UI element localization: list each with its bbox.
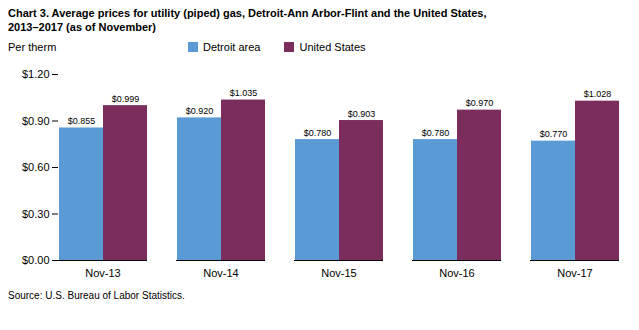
html-text:United States: United States <box>299 41 366 53</box>
html-text:2013–2017 (as of November): 2013–2017 (as of November) <box>8 21 156 33</box>
html-text:Source: U.S. Bureau of Labor S: Source: U.S. Bureau of Labor Statistics. <box>8 290 185 301</box>
html-text:Per therm: Per therm <box>8 41 57 53</box>
svg-text:$0.780: $0.780 <box>422 128 450 138</box>
svg-text:Nov-13: Nov-13 <box>85 267 120 279</box>
svg-text:$0.855: $0.855 <box>68 116 96 126</box>
svg-text:$0.90: $0.90 <box>22 115 50 127</box>
svg-text:$0.770: $0.770 <box>540 129 568 139</box>
html-text:Detroit area: Detroit area <box>203 41 261 53</box>
svg-text:$0.999: $0.999 <box>112 94 140 104</box>
svg-text:Nov-16: Nov-16 <box>439 267 474 279</box>
svg-text:$0.970: $0.970 <box>466 98 494 108</box>
svg-text:Nov-17: Nov-17 <box>557 267 592 279</box>
svg-text:$0.780: $0.780 <box>304 128 332 138</box>
svg-text:$1.035: $1.035 <box>230 88 258 98</box>
svg-text:$0.00: $0.00 <box>22 254 50 266</box>
svg-text:$1.20: $1.20 <box>22 68 50 80</box>
html-text:Chart 3. Average prices for ut: Chart 3. Average prices for utility (pip… <box>8 7 487 19</box>
svg-text:Nov-15: Nov-15 <box>321 267 356 279</box>
svg-text:$0.60: $0.60 <box>22 161 50 173</box>
svg-text:$0.30: $0.30 <box>22 208 50 220</box>
svg-text:$0.920: $0.920 <box>186 106 214 116</box>
svg-text:$1.028: $1.028 <box>584 89 612 99</box>
svg-text:$0.903: $0.903 <box>348 109 376 119</box>
svg-text:Nov-14: Nov-14 <box>203 267 238 279</box>
